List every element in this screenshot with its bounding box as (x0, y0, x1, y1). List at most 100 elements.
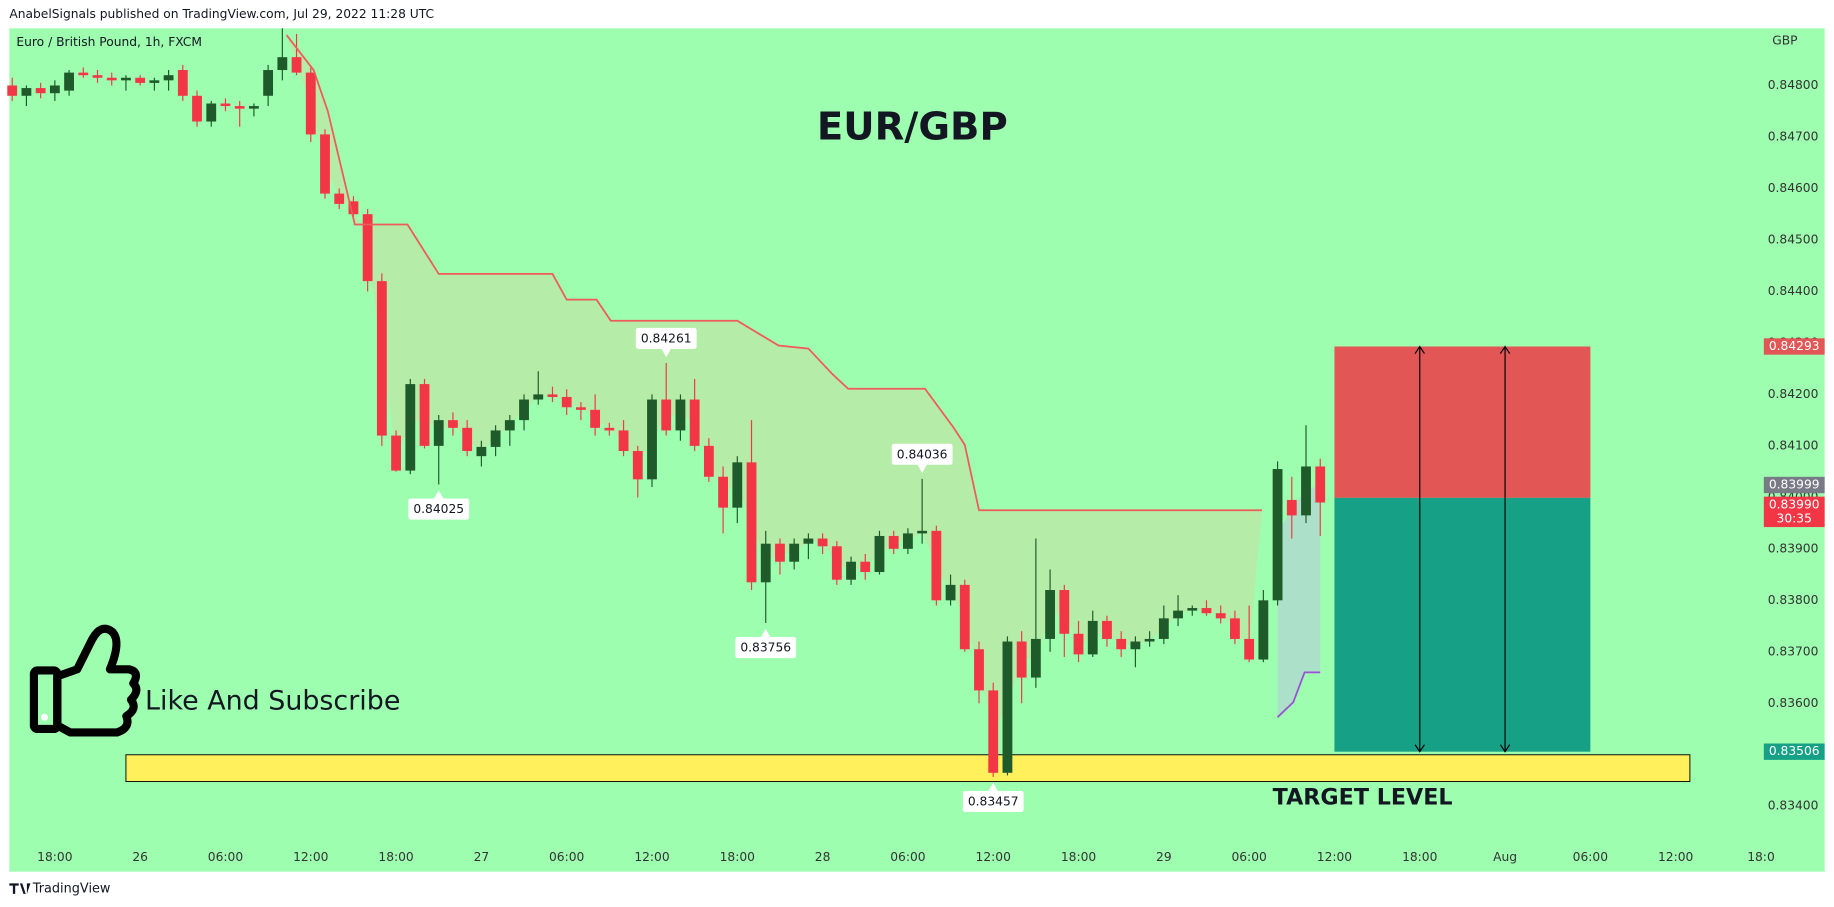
candle-body (575, 407, 586, 410)
annotation-pointer (661, 348, 671, 358)
trend-fill (286, 35, 1262, 732)
candle-body (519, 399, 529, 421)
candle-body (860, 561, 871, 573)
candle-body (391, 435, 401, 471)
arrow-head (1499, 345, 1511, 753)
candle-body (1087, 620, 1098, 655)
currency-label: GBP (1772, 34, 1797, 48)
x-tick-label: 18:00 (37, 850, 72, 864)
y-tick-label: 0.83800 (1768, 593, 1819, 607)
candle-body (647, 399, 657, 480)
candle-body (1144, 638, 1155, 642)
candle-body (1272, 469, 1283, 601)
annotation-label: 0.83756 (740, 641, 791, 655)
candle-body (305, 72, 316, 135)
candle-body (106, 77, 117, 81)
candle-body (789, 543, 800, 562)
candle-body (419, 384, 430, 446)
candle-body (1258, 600, 1269, 660)
candle-body (547, 394, 558, 397)
candle-body (277, 57, 288, 71)
candle-body (590, 409, 601, 428)
candle-body (703, 445, 714, 477)
candle-body (348, 201, 359, 215)
annotation-label: 0.84261 (641, 332, 692, 346)
candle-body (803, 538, 814, 544)
x-tick-label: 18:0 (1747, 850, 1775, 864)
candle-body (1045, 590, 1056, 639)
candle-body (846, 561, 856, 580)
candle-body (135, 77, 146, 83)
candle-body (1187, 608, 1198, 611)
x-tick-label: 12:00 (976, 850, 1011, 864)
candle-body (92, 75, 103, 78)
y-tick-label: 0.83900 (1768, 541, 1819, 555)
candle-body (831, 546, 842, 580)
price-tag (1763, 476, 1825, 494)
candle-body (1230, 618, 1240, 639)
candle-body (35, 88, 46, 94)
countdown-label: 30:35 (1777, 511, 1812, 525)
candle-body (64, 72, 74, 91)
candle-body (1016, 641, 1027, 678)
candle-body (291, 57, 302, 73)
candle-body (476, 446, 487, 457)
candle-body (1301, 466, 1311, 516)
candle-body (1244, 638, 1255, 660)
candle-body (1286, 499, 1297, 516)
publish-note: AnabelSignals published on TradingView.c… (9, 7, 434, 21)
candle-body (931, 530, 942, 601)
y-tick-label: 0.83700 (1768, 644, 1819, 658)
price-tag-label: 0.83999 (1769, 478, 1820, 492)
thumb-icon (29, 624, 141, 737)
x-tick-label: 18:00 (378, 850, 413, 864)
candle-body (533, 394, 544, 400)
candle-body (1315, 466, 1326, 503)
candle-body (1215, 613, 1226, 619)
target-label: TARGET LEVEL (1273, 784, 1453, 810)
candle-body (1130, 641, 1141, 650)
annotation-pointer (434, 490, 444, 499)
candle-body (462, 427, 473, 452)
y-tick-label: 0.84800 (1768, 78, 1819, 92)
candle-body (874, 535, 885, 573)
candle-body (974, 649, 984, 691)
candle-body (1201, 608, 1212, 614)
candle-body (760, 543, 771, 583)
annotation-box (635, 327, 697, 349)
y-tick-label: 0.83600 (1768, 696, 1819, 710)
candle-body (661, 399, 672, 431)
candle-body (448, 420, 458, 428)
candle-body (775, 543, 785, 562)
candle-body (903, 533, 913, 549)
x-tick-label: 06:00 (208, 850, 243, 864)
candle-body (604, 427, 615, 431)
cuff-dot (40, 713, 48, 721)
price-tag (1763, 743, 1825, 760)
thumb-hand (53, 624, 141, 737)
annotation-label: 0.84025 (413, 502, 464, 516)
x-tick-label: 12:00 (634, 850, 669, 864)
candle-body (888, 535, 899, 549)
x-tick-label: 18:00 (1402, 850, 1437, 864)
candle-body (917, 530, 928, 534)
x-tick-label: 06:00 (1573, 850, 1608, 864)
y-tick-label: 0.84400 (1768, 284, 1819, 298)
candle-body (1002, 641, 1013, 773)
candle-body (192, 95, 202, 122)
candle-body (334, 193, 345, 204)
candle-body (959, 584, 970, 650)
price-tag-label: 0.83506 (1769, 744, 1820, 758)
candle-body (988, 690, 999, 773)
candle-body (817, 538, 828, 547)
candle-body (1059, 590, 1070, 634)
x-tick-label: 06:00 (549, 850, 584, 864)
x-tick-label: 12:00 (1317, 850, 1352, 864)
target-zone-box (1334, 497, 1591, 752)
x-tick-label: 12:00 (1658, 850, 1693, 864)
candle-body (675, 399, 686, 431)
annotation-label: 0.84036 (897, 447, 948, 461)
candle-body (632, 451, 643, 480)
price-tag-label: 0.84293 (1769, 339, 1820, 353)
